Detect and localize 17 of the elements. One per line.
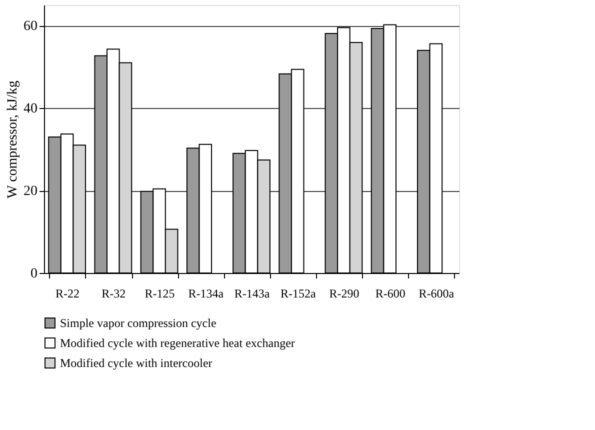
y-tick-label: 60 bbox=[24, 19, 38, 34]
x-tick-label: R-143a bbox=[234, 286, 270, 300]
legend-label: Simple vapor compression cycle bbox=[60, 316, 216, 330]
x-tick-label: R-22 bbox=[56, 286, 80, 300]
legend-label: Modified cycle with intercooler bbox=[60, 356, 212, 370]
y-tick-label: 0 bbox=[30, 266, 38, 282]
x-tick-label: R-152a bbox=[280, 286, 316, 300]
y-tick-label: 20 bbox=[24, 184, 38, 200]
x-tick-label: R-134a bbox=[188, 286, 224, 300]
x-tick-label: R-32 bbox=[102, 286, 126, 300]
x-tick-label: R-290 bbox=[329, 286, 360, 300]
legend-label: Modified cycle with regenerative heat exchanger bbox=[60, 336, 295, 350]
y-tick-label: 40 bbox=[24, 102, 38, 117]
x-tick-label: R-600a bbox=[418, 286, 455, 300]
y-axis-title: W compressor, kJ/kg bbox=[6, 80, 20, 198]
x-tick-label: R-125 bbox=[144, 286, 175, 300]
x-tick-label: R-600 bbox=[375, 286, 406, 300]
